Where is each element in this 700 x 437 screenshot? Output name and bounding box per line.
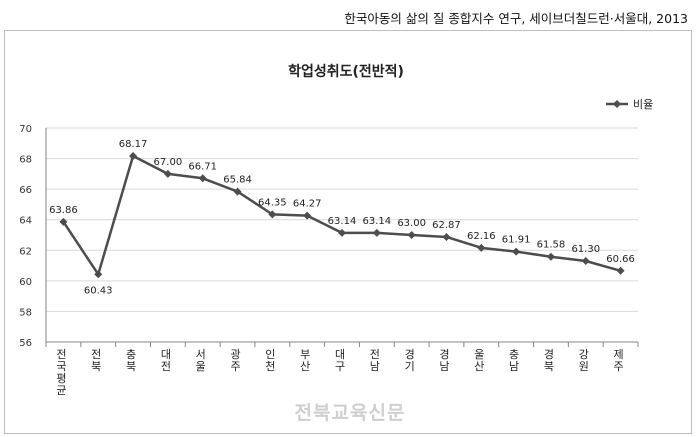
- watermark: 전북교육신문: [294, 402, 406, 424]
- data-point: [581, 256, 590, 265]
- legend-marker: [613, 100, 621, 108]
- data-label: 63.00: [397, 218, 426, 229]
- data-point: [372, 228, 381, 237]
- data-label: 60.43: [84, 285, 113, 296]
- data-point: [268, 210, 277, 219]
- y-tick-label: 58: [19, 307, 32, 318]
- data-point: [233, 187, 242, 196]
- data-label: 62.16: [467, 231, 496, 242]
- y-tick-label: 66: [19, 185, 32, 196]
- data-label: 64.27: [293, 199, 322, 210]
- data-point: [442, 232, 451, 241]
- y-tick-label: 56: [19, 338, 32, 349]
- data-point: [512, 247, 521, 256]
- chart-title: 학업성취도(전반적): [288, 63, 404, 80]
- data-label: 63.86: [49, 205, 78, 216]
- y-tick-label: 64: [19, 216, 32, 227]
- data-point: [616, 266, 625, 275]
- data-point: [546, 252, 555, 261]
- data-label: 66.71: [188, 161, 217, 172]
- data-label: 62.87: [432, 220, 461, 231]
- data-label: 60.66: [606, 254, 635, 265]
- y-tick-label: 62: [19, 246, 32, 257]
- legend-label: 비율: [633, 98, 653, 111]
- data-point: [407, 231, 416, 239]
- data-label: 61.58: [537, 240, 566, 251]
- y-tick-label: 68: [19, 155, 32, 166]
- y-tick-label: 70: [19, 124, 32, 135]
- y-tick-label: 60: [19, 277, 32, 288]
- data-label: 65.84: [223, 175, 252, 186]
- data-point: [477, 243, 486, 252]
- data-label: 68.17: [119, 139, 148, 150]
- data-point: [198, 174, 207, 183]
- data-point: [94, 270, 103, 279]
- data-point: [59, 217, 68, 226]
- data-point: [303, 211, 312, 220]
- data-label: 67.00: [154, 157, 183, 168]
- data-point: [338, 228, 346, 237]
- data-point: [163, 169, 172, 178]
- data-label: 63.14: [363, 216, 392, 227]
- data-label: 63.14: [328, 216, 357, 227]
- source-caption: 한국아동의 삶의 질 종합지수 연구, 세이브더칠드런·서울대, 2013: [344, 11, 688, 26]
- data-label: 64.35: [258, 197, 287, 208]
- data-label: 61.30: [571, 244, 600, 255]
- data-label: 61.91: [502, 235, 531, 246]
- data-point: [129, 151, 138, 160]
